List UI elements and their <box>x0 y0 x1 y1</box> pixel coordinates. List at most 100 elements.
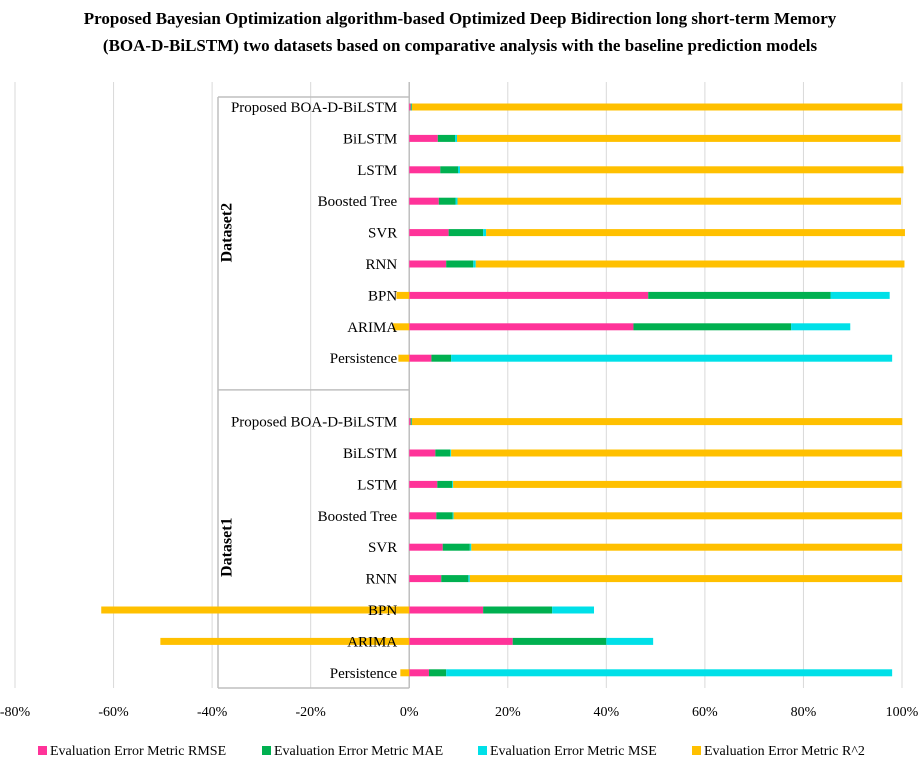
x-tick-label: 60% <box>692 705 718 720</box>
bar-mae <box>446 260 474 268</box>
bar-mse <box>469 543 472 551</box>
chart-title-line-2: (BOA-D-BiLSTM) two datasets based on com… <box>103 36 818 55</box>
category-label: Boosted Tree <box>318 194 398 210</box>
bar-mse <box>606 637 654 645</box>
category-label: LSTM <box>357 163 397 179</box>
bar-r2 <box>459 166 904 174</box>
bar-mae <box>410 418 412 426</box>
x-tick-label: -40% <box>197 705 228 720</box>
category-label: RNN <box>366 257 398 273</box>
bar-r2 <box>160 637 410 645</box>
bar-mse <box>468 575 470 583</box>
legend: Evaluation Error Metric RMSE Evaluation E… <box>38 744 865 759</box>
category-label: RNN <box>366 572 398 588</box>
bar-rmse <box>409 166 441 174</box>
x-axis-ticks: -80% -60% -40% -20% 0% 20% 40% 60% 80% 100% <box>0 705 919 720</box>
x-tick-label: -60% <box>98 705 129 720</box>
bar-rmse <box>409 512 437 520</box>
category-label: BiLSTM <box>343 446 397 462</box>
bar-rmse <box>409 543 443 551</box>
category-label: BiLSTM <box>343 131 397 147</box>
bar-rmse <box>409 480 438 488</box>
group-label-dataset1: Dataset1 <box>219 517 236 577</box>
bar-rmse <box>409 103 411 111</box>
bar-mae <box>410 103 412 111</box>
category-label: LSTM <box>357 477 397 493</box>
bar-mae <box>440 166 459 174</box>
bar-mse <box>830 291 890 299</box>
legend-swatch <box>692 746 701 755</box>
bar-rmse <box>409 354 432 362</box>
bar-rmse <box>409 291 649 299</box>
legend-swatch <box>262 746 271 755</box>
category-label: SVR <box>368 540 397 556</box>
bar-mse <box>451 354 893 362</box>
x-tick-label: 20% <box>495 705 521 720</box>
legend-swatch <box>478 746 487 755</box>
legend-label: Evaluation Error Metric R^2 <box>704 744 865 759</box>
category-label: ARIMA <box>347 634 397 650</box>
bar-mae <box>436 512 453 520</box>
bar-rmse <box>409 575 442 583</box>
bar-mae <box>437 480 453 488</box>
category-axis-frame <box>217 82 410 689</box>
bar-r2 <box>396 291 410 299</box>
bar-r2 <box>411 103 903 111</box>
bar-r2 <box>411 418 903 426</box>
bar-mae <box>512 637 607 645</box>
category-label: SVR <box>368 226 397 242</box>
bar-rmse <box>409 669 429 677</box>
bar-mse <box>452 480 454 488</box>
bar-mae <box>483 606 553 614</box>
bar-r2 <box>469 575 902 583</box>
bar-r2 <box>457 134 901 142</box>
chart-title-line-1: Proposed Bayesian Optimization algorithm… <box>84 9 837 28</box>
bar-mse <box>455 197 458 205</box>
bar-r2 <box>101 606 410 614</box>
x-tick-label: -20% <box>296 705 327 720</box>
bar-rmse <box>409 323 634 331</box>
bar-r2 <box>486 229 905 237</box>
bar-r2 <box>400 669 410 677</box>
bar-rmse <box>409 418 411 426</box>
bar-rmse <box>409 260 447 268</box>
bar-r2 <box>453 512 902 520</box>
bar-mae <box>442 543 470 551</box>
bar-mae <box>431 354 452 362</box>
category-label: BPN <box>368 288 397 304</box>
bar-mae <box>428 669 447 677</box>
x-tick-label: -80% <box>0 705 30 720</box>
bar-mae <box>441 575 469 583</box>
bar-mae <box>448 229 484 237</box>
legend-label: Evaluation Error Metric RMSE <box>50 744 226 759</box>
category-label: Proposed BOA-D-BiLSTM <box>231 415 397 431</box>
legend-swatch <box>38 746 47 755</box>
bar-mse <box>450 449 452 457</box>
legend-label: Evaluation Error Metric MAE <box>274 744 443 759</box>
bar-mse <box>452 512 454 520</box>
bar-mse <box>446 669 893 677</box>
bar-mse <box>458 166 460 174</box>
bar-rmse <box>409 197 439 205</box>
category-label: Proposed BOA-D-BiLSTM <box>231 100 397 116</box>
bar-mae <box>438 197 456 205</box>
bar-r2 <box>451 449 902 457</box>
bar-mae <box>633 323 792 331</box>
x-tick-label: 40% <box>593 705 619 720</box>
bar-rmse <box>409 449 436 457</box>
bar-r2 <box>392 323 410 331</box>
bar-rmse <box>409 134 438 142</box>
bar-mse <box>455 134 458 142</box>
bars <box>101 103 905 677</box>
bar-r2 <box>457 197 902 205</box>
category-label: Boosted Tree <box>318 509 398 525</box>
bar-r2 <box>453 480 902 488</box>
bar-rmse <box>409 606 484 614</box>
x-tick-label: 80% <box>791 705 817 720</box>
bar-mse <box>552 606 595 614</box>
category-label: ARIMA <box>347 320 397 336</box>
bar-rmse <box>409 637 513 645</box>
legend-label: Evaluation Error Metric MSE <box>490 744 657 759</box>
bar-mae <box>435 449 451 457</box>
